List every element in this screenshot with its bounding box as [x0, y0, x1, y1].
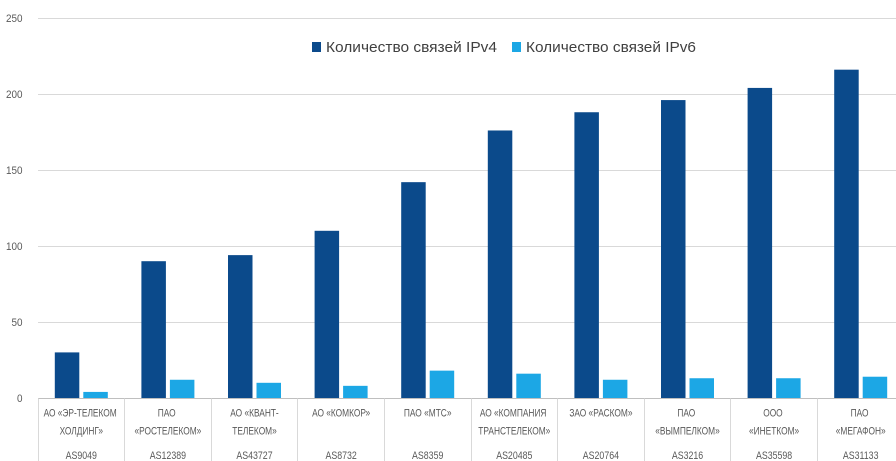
series-1-bar — [54, 352, 80, 398]
y-tick-label: 250 — [6, 14, 23, 26]
series-1-bar — [141, 261, 166, 398]
as-number-label: AS3216 — [672, 450, 704, 461]
as-number-label: AS9049 — [66, 450, 98, 461]
category-label: ПАО «МТС» — [404, 407, 452, 419]
series-2-bar — [343, 385, 368, 398]
category-label: ПАО «РОСТЕЛЕКОМ» — [134, 407, 201, 437]
series-2-bar — [83, 391, 108, 398]
x-axis: АО «ЭР-ТЕЛЕКОМ ХОЛДИНГ» AS9049 ПАО «РОСТЕЛ… — [38, 398, 896, 461]
series-2-bar — [169, 379, 195, 398]
y-tick-label: 50 — [11, 318, 22, 330]
legend-item: Количество связей IPv4 — [312, 39, 497, 56]
y-tick-label: 150 — [6, 166, 23, 178]
as-number-label: AS12389 — [150, 450, 187, 461]
as-number-label: AS43727 — [236, 450, 273, 461]
series-2-bar — [862, 376, 888, 398]
legend-swatch — [312, 42, 321, 52]
series-2-bar — [689, 378, 714, 398]
category-label: АО «КОМКОР» — [312, 407, 371, 419]
bars — [54, 69, 888, 399]
series-1-bar — [661, 100, 686, 398]
category-label: АО «ЭР-ТЕЛЕКОМ ХОЛДИНГ» — [44, 407, 119, 437]
y-tick-label: 100 — [6, 242, 23, 254]
as-number-label: AS20764 — [583, 450, 620, 461]
series-1-bar — [834, 69, 859, 399]
series-1-bar — [747, 87, 773, 399]
category-label: АО «КВАНТ-ТЕЛЕКОМ» — [230, 407, 278, 437]
series-2-bar — [776, 378, 801, 398]
series-1-bar — [574, 112, 599, 399]
series-2-bar — [602, 379, 628, 398]
legend-label: Количество связей IPv4 — [326, 39, 497, 56]
series-2-bar — [429, 370, 455, 398]
as-number-label: AS20485 — [496, 450, 533, 461]
series-2-bar — [516, 373, 541, 398]
as-number-label: AS8359 — [412, 450, 444, 461]
legend-label: Количество связей IPv6 — [526, 39, 696, 56]
series-1-bar — [228, 255, 253, 398]
y-tick-label: 0 — [17, 394, 23, 406]
series-2-bar — [256, 382, 281, 398]
category-label: ПАО «ВЫМПЕЛКОМ» — [655, 407, 720, 437]
as-number-label: AS35598 — [756, 450, 793, 461]
as-number-label: AS8732 — [325, 450, 357, 461]
series-1-bar — [487, 130, 513, 399]
category-label: ООО «ИНЕТКОМ» — [749, 407, 800, 437]
series-1-bar — [401, 182, 426, 398]
legend-swatch — [512, 42, 521, 52]
category-label: ЗАО «РАСКОМ» — [569, 407, 633, 419]
legend: Количество связей IPv4 Количество связей … — [312, 39, 696, 56]
series-1-bar — [314, 230, 340, 398]
category-label: ПАО «МЕГАФОН» — [836, 407, 886, 437]
as-number-label: AS31133 — [843, 450, 879, 461]
legend-item: Количество связей IPv6 — [512, 39, 696, 56]
category-label: АО «КОМПАНИЯ ТРАНСТЕЛЕКОМ» — [478, 407, 550, 437]
y-tick-label: 200 — [6, 90, 23, 102]
y-axis-tick-labels: 0 50 100 150 200 250 — [6, 14, 23, 406]
